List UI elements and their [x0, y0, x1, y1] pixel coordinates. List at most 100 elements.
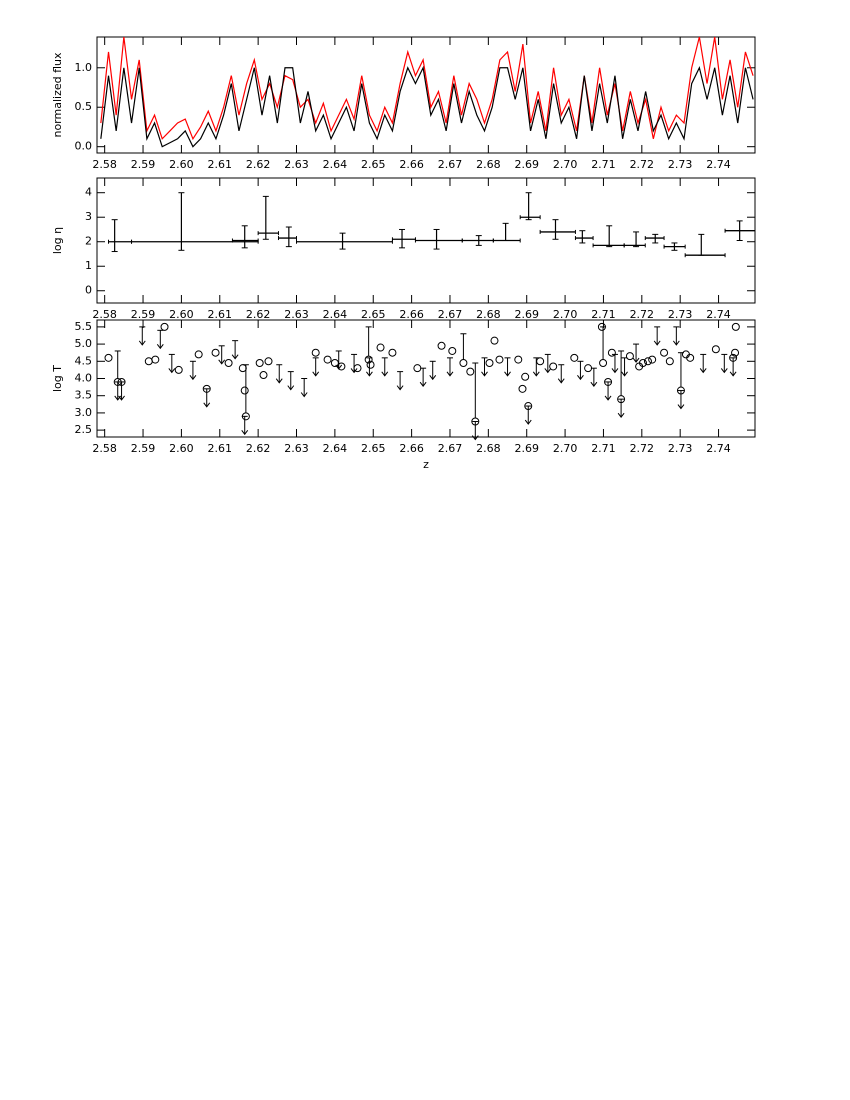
x-tick-label: 2.73 [668, 158, 693, 171]
temperature-point [485, 359, 494, 368]
y-tick-label: 1.0 [75, 61, 93, 74]
limit-arrowhead [617, 412, 625, 418]
limit-arrowhead [544, 368, 552, 374]
temperature-point [490, 336, 499, 345]
x-tick-label: 2.59 [131, 158, 156, 171]
limit-arrowhead [471, 435, 479, 441]
temperature-point [625, 352, 634, 361]
x-tick-label: 2.66 [399, 442, 424, 455]
x-tick-label: 2.68 [476, 158, 501, 171]
x-tick-label: 2.58 [92, 158, 117, 171]
y-axis-label: log T [51, 365, 64, 392]
y-tick-label: 0 [85, 284, 92, 297]
temperature-point [514, 355, 523, 364]
limit-arrowhead [611, 368, 619, 374]
temperature-point [648, 355, 657, 364]
x-tick-label: 2.66 [399, 308, 424, 321]
x-tick-label: 2.64 [323, 308, 348, 321]
limit-arrowhead [138, 340, 146, 346]
x-tick-label: 2.61 [208, 442, 233, 455]
temperature-point [521, 372, 530, 381]
x-tick-label: 2.64 [323, 442, 348, 455]
limit-arrowhead [381, 371, 389, 377]
temperature-point [584, 364, 593, 373]
plot-frame [96, 177, 756, 304]
temperature-point [731, 322, 740, 331]
x-tick-label: 2.71 [591, 308, 616, 321]
x-tick-label: 2.62 [246, 442, 271, 455]
y-axis-label: log η [51, 227, 64, 254]
temperature-point [518, 384, 527, 393]
limit-arrowhead [350, 368, 358, 374]
temperature-point [174, 365, 183, 374]
x-tick-label: 2.74 [706, 158, 731, 171]
x-tick-label: 2.71 [591, 158, 616, 171]
x-tick-label: 2.71 [591, 442, 616, 455]
temperature-point [366, 360, 375, 369]
temperature-point [151, 355, 160, 364]
y-tick-label: 3 [85, 210, 92, 223]
y-tick-label: 3.5 [75, 389, 93, 402]
temperature-point [731, 348, 740, 357]
x-tick-label: 2.63 [284, 442, 309, 455]
y-tick-label: 2.5 [75, 423, 93, 436]
plot-area [100, 37, 754, 148]
temperature-point [104, 353, 113, 362]
y-axis-label: normalized flux [51, 52, 64, 138]
limit-arrowhead [335, 364, 343, 370]
limit-arrowhead [300, 392, 308, 398]
temperature-point [466, 367, 475, 376]
limit-arrowhead [577, 374, 584, 381]
temperature-point [330, 359, 339, 368]
x-tick-label: 2.69 [514, 442, 539, 455]
x-tick-label: 2.64 [323, 158, 348, 171]
y-tick-label: 2 [85, 235, 92, 248]
limit-arrowhead [672, 340, 680, 346]
x-tick-label: 2.69 [514, 308, 539, 321]
temperature-point [388, 348, 397, 357]
limit-arrowhead [241, 430, 249, 436]
limit-arrowhead [429, 374, 437, 381]
limit-arrowhead [604, 395, 612, 401]
limit-arrowhead [118, 395, 125, 401]
x-tick-label: 2.61 [208, 158, 233, 171]
x-tick-label: 2.73 [668, 442, 693, 455]
temperature-point [570, 353, 579, 362]
temperature-point [224, 359, 233, 368]
x-tick-label: 2.72 [630, 158, 655, 171]
temperature-point [643, 357, 652, 366]
y-tick-label: 1 [85, 259, 92, 272]
x-tick-label: 2.63 [284, 158, 309, 171]
x-tick-label: 2.66 [399, 158, 424, 171]
temperature-point [259, 371, 268, 380]
flux-line [100, 65, 754, 148]
x-tick-label: 2.61 [208, 308, 233, 321]
y-tick-label: 5.5 [75, 320, 93, 333]
x-tick-label: 2.70 [553, 308, 578, 321]
x-tick-label: 2.62 [246, 308, 271, 321]
temperature-point [437, 341, 446, 350]
limit-arrowhead [312, 371, 320, 377]
x-tick-label: 2.74 [706, 442, 731, 455]
limit-arrowhead [557, 378, 565, 384]
temperature-point [413, 364, 422, 373]
x-tick-label: 2.65 [361, 442, 386, 455]
x-tick-label: 2.58 [92, 308, 117, 321]
limit-arrowhead [396, 385, 404, 391]
temperature-point [211, 348, 220, 357]
temperature-point [495, 355, 504, 364]
temperature-point [638, 359, 647, 368]
limit-arrowhead [275, 378, 283, 384]
limit-arrowhead [729, 371, 737, 377]
x-tick-label: 2.67 [438, 308, 463, 321]
x-tick-label: 2.60 [169, 442, 194, 455]
x-tick-label: 2.65 [361, 308, 386, 321]
temperature-point [144, 357, 153, 366]
temperature-point [686, 353, 695, 362]
limit-arrowhead [720, 368, 728, 374]
limit-arrowhead [524, 419, 532, 425]
x-tick-label: 2.60 [169, 308, 194, 321]
limit-arrowhead [203, 402, 211, 408]
x-tick-label: 2.60 [169, 158, 194, 171]
